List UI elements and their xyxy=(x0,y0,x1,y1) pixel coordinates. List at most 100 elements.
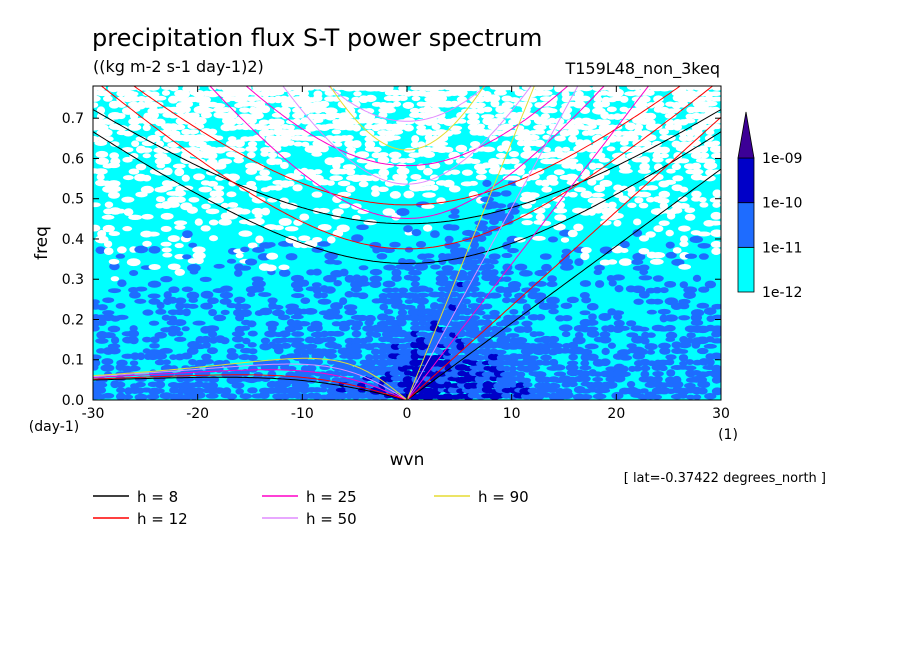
power-patch xyxy=(632,388,643,394)
power-patch xyxy=(220,202,230,209)
power-patch xyxy=(638,235,650,242)
power-patch xyxy=(521,129,531,137)
power-patch xyxy=(331,129,342,135)
power-patch xyxy=(618,195,630,204)
power-patch xyxy=(575,163,584,172)
dispersion-curve-h50 xyxy=(406,86,579,400)
power-patch xyxy=(95,86,106,91)
power-patch xyxy=(251,279,266,288)
power-patch xyxy=(226,173,240,182)
power-patch xyxy=(634,123,644,131)
power-patch xyxy=(344,309,358,316)
power-patch xyxy=(147,107,160,115)
power-patch xyxy=(625,122,637,131)
power-patch xyxy=(533,129,546,135)
power-patch xyxy=(272,309,285,317)
power-patch xyxy=(390,365,401,372)
power-patch xyxy=(218,158,233,165)
power-patch xyxy=(546,296,560,305)
power-patch xyxy=(514,263,528,271)
power-patch xyxy=(266,252,279,260)
power-patch xyxy=(483,319,493,327)
dispersion-curve-h25 xyxy=(406,86,650,400)
power-patch xyxy=(652,287,662,294)
power-patch xyxy=(174,268,185,276)
power-patch xyxy=(542,147,551,153)
power-patch xyxy=(574,187,586,193)
power-patch xyxy=(102,95,113,102)
power-patch xyxy=(186,206,198,214)
power-patch xyxy=(593,371,603,377)
power-patch xyxy=(167,325,181,333)
power-patch xyxy=(710,352,721,360)
power-patch xyxy=(469,325,480,333)
colorbar-segment xyxy=(737,202,755,248)
power-patch xyxy=(560,263,574,271)
power-patch xyxy=(187,303,199,309)
power-patch xyxy=(301,141,310,147)
power-patch xyxy=(146,86,160,91)
power-patch xyxy=(422,192,436,198)
power-patch xyxy=(568,161,578,170)
power-patch xyxy=(625,134,639,142)
power-patch xyxy=(389,241,401,248)
power-patch xyxy=(710,123,721,130)
power-patch xyxy=(220,285,233,292)
power-patch xyxy=(175,302,185,310)
power-patch xyxy=(96,106,106,115)
power-patch xyxy=(259,169,271,177)
power-patch xyxy=(568,353,578,361)
power-patch xyxy=(486,94,501,103)
power-patch xyxy=(710,106,721,113)
power-patch xyxy=(127,329,140,338)
power-patch xyxy=(379,303,389,311)
power-patch xyxy=(494,349,507,355)
power-patch xyxy=(251,217,265,226)
power-patch xyxy=(200,107,215,113)
power-patch xyxy=(703,343,717,349)
power-patch xyxy=(626,380,636,388)
power-patch xyxy=(122,156,133,163)
power-patch xyxy=(554,146,563,154)
power-patch xyxy=(371,190,380,197)
power-patch xyxy=(618,258,633,266)
legend-label: h = 8 xyxy=(137,488,178,506)
power-patch xyxy=(95,386,107,394)
x-tick-label: -20 xyxy=(186,406,209,422)
power-patch xyxy=(160,241,172,247)
power-patch xyxy=(200,302,213,310)
power-patch xyxy=(646,349,656,355)
power-patch xyxy=(626,343,637,349)
dispersion-curves xyxy=(93,86,721,400)
power-patch xyxy=(448,224,460,231)
power-patch xyxy=(319,387,328,393)
power-patch xyxy=(644,112,657,120)
power-patch xyxy=(671,163,682,171)
power-patch xyxy=(299,213,310,221)
power-patch xyxy=(627,202,637,209)
power-patch xyxy=(102,136,114,142)
power-patch xyxy=(489,309,500,317)
power-patch xyxy=(476,102,486,108)
power-patch xyxy=(639,348,648,355)
power-patch xyxy=(509,97,520,103)
power-patch xyxy=(532,235,546,241)
dispersion-curve-h25 xyxy=(93,369,408,400)
power-patch xyxy=(310,320,323,328)
power-patch xyxy=(293,141,303,147)
power-patch xyxy=(286,124,295,131)
power-patch xyxy=(579,365,592,371)
power-patch xyxy=(324,348,337,355)
power-patch xyxy=(441,265,454,272)
power-patch xyxy=(567,229,578,238)
dispersion-curve-h90 xyxy=(329,86,485,151)
power-patch xyxy=(489,259,499,265)
power-patch xyxy=(357,314,368,322)
power-patch xyxy=(93,95,101,102)
power-patch xyxy=(186,347,199,355)
power-patch xyxy=(148,320,160,326)
power-patch xyxy=(312,237,323,243)
power-patch xyxy=(169,86,179,92)
legend-item: h = 8 xyxy=(93,488,178,506)
power-patch xyxy=(474,375,486,384)
